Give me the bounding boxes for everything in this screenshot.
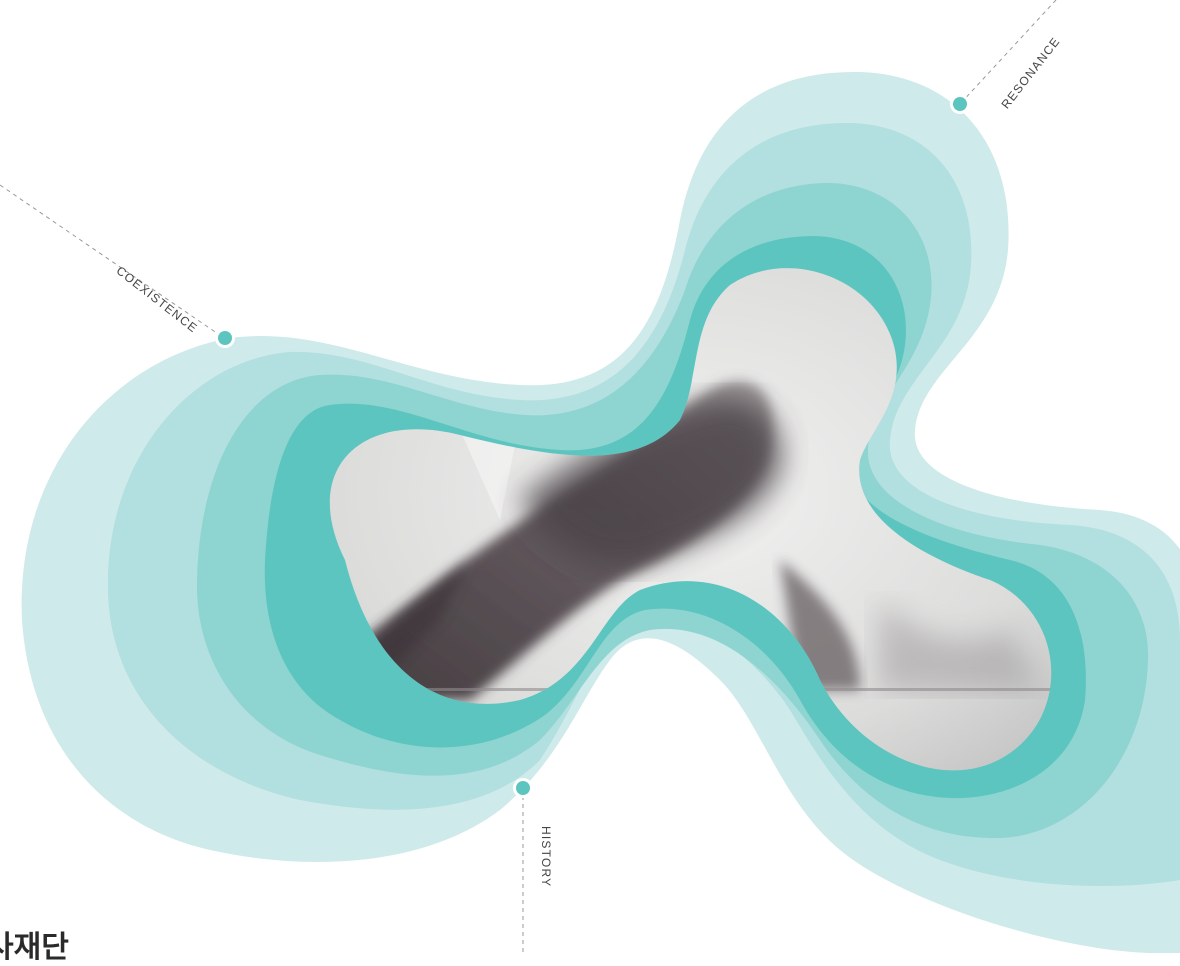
organization-name: 사재단 bbox=[0, 930, 69, 965]
history-label: HISTORY bbox=[539, 826, 553, 888]
coexistence-leader-line bbox=[0, 184, 225, 339]
